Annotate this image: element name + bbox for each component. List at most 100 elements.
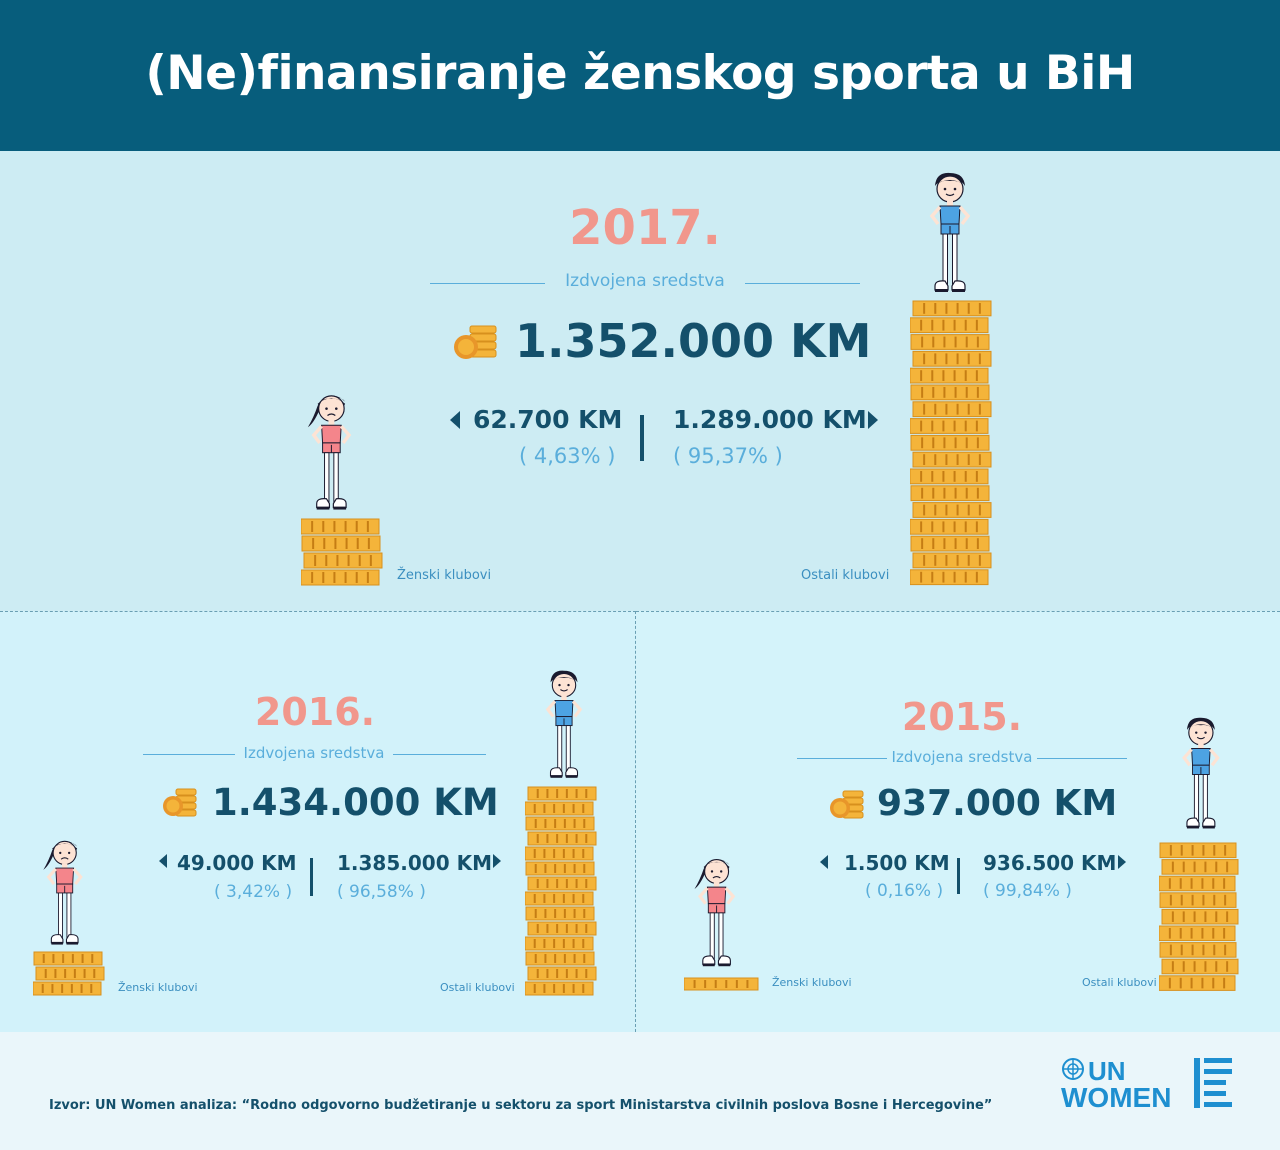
boy-figure-icon	[545, 670, 583, 778]
coin-row	[301, 518, 380, 535]
logo-line2: WOMEN	[1061, 1082, 1171, 1113]
coins-icon	[454, 325, 497, 359]
coin-row	[910, 468, 989, 485]
coin-row	[910, 435, 990, 452]
coin-row	[684, 977, 759, 991]
coin-row	[910, 368, 989, 384]
arrow-right-icon	[493, 854, 501, 868]
un-women-logo-icon: UN WOMEN	[1061, 1056, 1232, 1113]
arrow-right-icon	[1118, 855, 1126, 869]
coin-row	[1159, 875, 1236, 891]
divider	[310, 858, 313, 896]
women-pct-2015: ( 0,16% )	[865, 881, 944, 901]
coin-row	[912, 300, 992, 317]
coin-stack-women-2015	[684, 977, 759, 991]
coin-row	[912, 351, 992, 368]
others-label-2016: Ostali klubovi	[440, 981, 515, 994]
coin-row	[525, 906, 595, 921]
coin-row	[1159, 842, 1237, 858]
coin-row	[525, 801, 594, 816]
subtitle-2016: Izdvojena sredstva	[243, 744, 385, 762]
women-label-2016: Ženski klubovi	[118, 981, 198, 994]
coin-stack-others-2015	[1159, 842, 1239, 991]
girl-figure-icon	[43, 840, 83, 945]
coin-row	[910, 334, 990, 351]
others-label-2017: Ostali klubovi	[801, 568, 890, 583]
subtitle-2017: Izdvojena sredstva	[565, 271, 725, 291]
year-2015: 2015.	[901, 695, 1023, 739]
panel-2017	[0, 151, 1280, 611]
coin-row	[527, 786, 597, 801]
total-2016: 1.434.000 KM	[212, 781, 499, 824]
coin-row	[525, 861, 595, 876]
women-amount-2015: 1.500 KM	[844, 851, 950, 875]
coin-row	[912, 552, 992, 569]
coin-row	[527, 876, 597, 891]
coins-icon	[163, 788, 197, 817]
women-label-2017: Ženski klubovi	[397, 568, 492, 583]
arrow-left-icon	[450, 411, 460, 429]
coin-row	[912, 452, 992, 468]
coin-stack-others-2017	[910, 300, 992, 586]
coin-stack-women-2016	[33, 951, 105, 996]
coin-row	[35, 966, 105, 981]
year-2017: 2017.	[569, 200, 721, 256]
women-pct-2017: ( 4,63% )	[519, 444, 616, 468]
coin-row	[912, 502, 992, 519]
coin-row	[1159, 974, 1236, 991]
coin-row	[1161, 908, 1239, 925]
coin-row	[910, 569, 989, 586]
others-pct-2016: ( 96,58% )	[337, 882, 426, 902]
others-amount-2015: 936.500 KM	[983, 851, 1117, 875]
footer	[0, 1032, 1280, 1150]
coin-row	[910, 485, 990, 502]
coin-row	[910, 418, 989, 435]
divider	[640, 415, 644, 461]
coin-row	[1159, 925, 1236, 941]
year-2016: 2016.	[254, 690, 376, 734]
coins-icon	[830, 790, 864, 819]
coin-row	[525, 981, 594, 996]
subtitle-2015: Izdvojena sredstva	[891, 748, 1033, 766]
others-amount-2017: 1.289.000 KM	[673, 405, 867, 434]
subtitle-line-right	[1037, 758, 1127, 759]
total-2015: 937.000 KM	[877, 783, 1118, 824]
coin-row	[910, 317, 989, 334]
page-title: (Ne)finansiranje ženskog sporta u BiH	[145, 46, 1135, 101]
women-amount-2017: 62.700 KM	[473, 405, 623, 434]
coin-row	[525, 846, 594, 861]
coin-row	[527, 921, 597, 936]
coin-row	[525, 936, 594, 951]
logo-line1: UN	[1088, 1056, 1126, 1086]
coin-row	[301, 535, 381, 552]
boy-figure-icon	[929, 172, 971, 292]
coin-row	[912, 401, 992, 418]
coin-row	[525, 891, 594, 906]
subtitle-line-left	[430, 283, 545, 284]
girl-figure-icon	[307, 395, 352, 510]
coin-row	[525, 951, 595, 966]
header-bar	[0, 0, 1280, 151]
arrow-left-icon	[159, 854, 167, 868]
others-label-2015: Ostali klubovi	[1082, 976, 1157, 989]
coin-row	[1161, 958, 1239, 974]
subtitle-line-left	[143, 754, 235, 755]
subtitle-line-left	[797, 758, 887, 759]
source-citation: Izvor: UN Women analiza: “Rodno odgovorn…	[49, 1098, 993, 1113]
coin-row	[303, 552, 383, 569]
girl-figure-icon	[694, 858, 736, 967]
total-2017: 1.352.000 KM	[515, 314, 872, 368]
arrow-left-icon	[820, 855, 828, 869]
coin-row	[1159, 941, 1237, 958]
coin-row	[1161, 858, 1239, 875]
coin-row	[525, 816, 595, 831]
coin-row	[910, 384, 990, 401]
coin-row	[301, 569, 380, 586]
un-women-logo: UN WOMEN	[1060, 1055, 1240, 1115]
subtitle-line-right	[393, 754, 486, 755]
others-pct-2015: ( 99,84% )	[983, 881, 1072, 901]
coin-stack-others-2016	[525, 786, 597, 996]
boy-figure-icon	[1182, 717, 1220, 829]
coin-row	[1159, 891, 1237, 908]
coin-row	[910, 519, 989, 536]
